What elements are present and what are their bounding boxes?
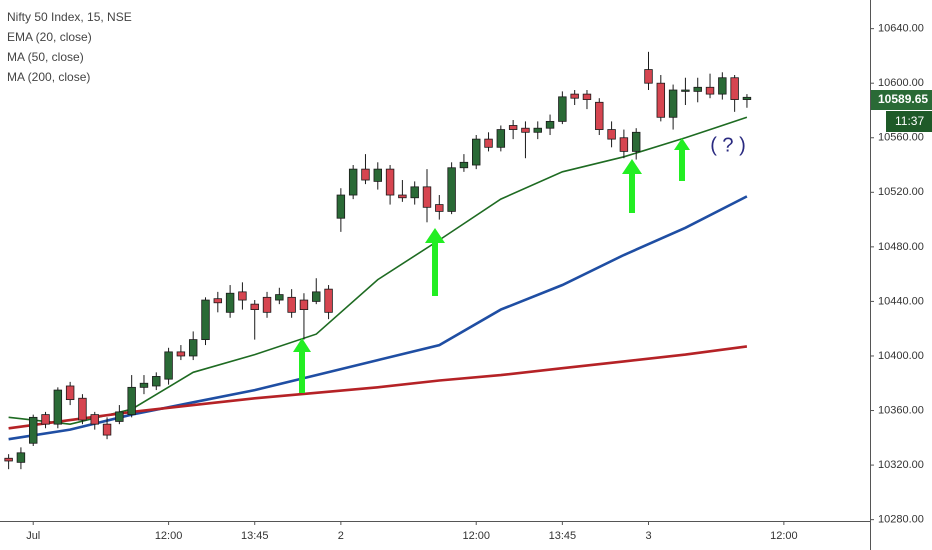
x-tick-label: 12:00 (770, 530, 798, 542)
y-tick-label: 10400.00 (878, 350, 924, 362)
candle-body (41, 414, 50, 425)
arrow (674, 138, 690, 181)
candle-body (558, 96, 567, 122)
candle-body (78, 397, 87, 421)
candle-body (681, 89, 690, 92)
candle-body (262, 296, 272, 313)
candle-body (225, 292, 235, 313)
candle-body (398, 194, 407, 199)
candle-body (102, 423, 112, 436)
candle-body (213, 298, 223, 304)
candle-body (127, 386, 136, 416)
candle-body (90, 414, 99, 425)
candle-body (533, 127, 542, 133)
candle-body (287, 296, 296, 313)
candle-body (595, 101, 604, 130)
candle-body (238, 291, 247, 301)
plot (4, 51, 752, 470)
candle-body (65, 385, 75, 401)
candle-body (299, 299, 309, 310)
candle-body (693, 86, 702, 92)
candle-body (250, 303, 259, 310)
candle-body (275, 294, 284, 301)
candle-body (619, 137, 629, 152)
legend-entry: MA (200, close) (7, 70, 90, 84)
candle-body (164, 351, 173, 380)
x-tick-label: 3 (645, 530, 651, 542)
candle-body (607, 129, 616, 140)
candle-body (435, 204, 444, 212)
candle-body (4, 457, 13, 462)
y-tick-label: 10280.00 (878, 514, 924, 526)
arrow (622, 159, 642, 213)
candle-body (472, 138, 481, 166)
candle-body (730, 77, 739, 100)
title: Nifty 50 Index, 15, NSE (7, 10, 132, 24)
candle-body (201, 299, 210, 341)
annotation: ( ? ) (710, 134, 746, 156)
candle-body (644, 69, 653, 84)
x-tick-label: Jul (26, 530, 40, 542)
candle-body (705, 86, 715, 95)
legend-entry: EMA (20, close) (7, 30, 92, 44)
candle-body (115, 411, 124, 422)
candle-body (545, 120, 555, 129)
candle-body (348, 168, 358, 196)
x-tick-label: 2 (338, 530, 344, 542)
y-tick-label: 10320.00 (878, 459, 924, 471)
candle-body (373, 168, 382, 182)
candle-body (336, 194, 346, 219)
y-tick-label: 10600.00 (878, 77, 924, 89)
candle-body (410, 186, 419, 199)
candle-body (484, 138, 493, 148)
axis: 10280.00 10320.00 10360.00 10400.00 10440.00… (26, 23, 924, 542)
candle-body (53, 389, 63, 425)
candle-body (668, 89, 678, 118)
x-tick-label: 13:45 (241, 530, 269, 542)
y-tick-label: 10360.00 (878, 404, 924, 416)
candle-body (422, 186, 432, 208)
candle-body (139, 382, 149, 388)
countdown-badge (886, 111, 932, 132)
candle-body (361, 168, 370, 181)
price-badge (871, 90, 932, 110)
candle-body (188, 339, 198, 357)
candle-body (447, 167, 456, 212)
x-tick-label: 12:00 (155, 530, 183, 542)
candle-body (16, 452, 26, 463)
last-price: 10589.65 (878, 92, 928, 106)
legend-entry: MA (50, close) (7, 50, 84, 64)
y-tick-label: 10640.00 (878, 23, 924, 35)
candle-body (312, 291, 321, 302)
candle-body (176, 351, 186, 357)
y-tick-label: 10440.00 (878, 295, 924, 307)
candle-body (508, 125, 518, 130)
arrow (425, 228, 445, 296)
candle-body (656, 82, 666, 118)
candle-body (742, 96, 752, 100)
y-tick-label: 10520.00 (878, 186, 924, 198)
candle-body (324, 288, 333, 313)
y-tick-label: 10480.00 (878, 241, 924, 253)
candle-body (152, 376, 161, 387)
arrows (293, 138, 690, 393)
candle-body (496, 129, 506, 148)
candle-body (29, 416, 38, 444)
candle-body (570, 93, 579, 99)
x-tick-label: 13:45 (549, 530, 577, 542)
candle-body (631, 131, 641, 152)
candle-body (385, 168, 395, 196)
countdown: 11:37 (895, 114, 924, 128)
y-tick-label: 10560.00 (878, 132, 924, 144)
x-tick-label: 12:00 (462, 530, 490, 542)
candle-body (718, 77, 727, 95)
candle-body (521, 127, 530, 133)
candle-body (459, 161, 469, 169)
arrow (293, 338, 311, 393)
candle-body (582, 93, 592, 100)
